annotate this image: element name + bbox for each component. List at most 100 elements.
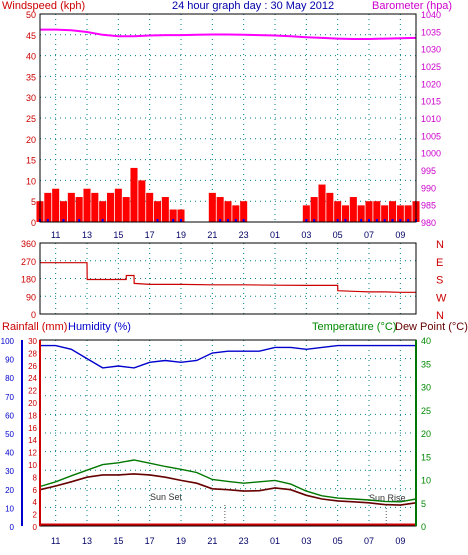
humidity-axis-tick-label: 100 — [1, 337, 15, 346]
wind-axis-tick-label: 15 — [26, 156, 36, 166]
wind-speed-bar — [234, 219, 237, 222]
gust-bar — [169, 209, 177, 222]
gust-bar — [146, 192, 154, 222]
gust-bar — [373, 201, 381, 222]
dewpoint-line — [39, 473, 417, 506]
wind-speed-bar — [313, 219, 316, 222]
gust-bar — [302, 205, 310, 222]
temperature-axis-tick-label: 5 — [421, 499, 426, 509]
gust-bar — [52, 188, 60, 222]
temperature-axis-tick-label: 35 — [421, 359, 431, 369]
wind-speed-bar — [336, 219, 339, 222]
temperature-axis-tick-label: 0 — [421, 522, 426, 532]
gust-bar — [161, 197, 169, 222]
gust-bar — [44, 192, 52, 222]
wind-speed-bar — [242, 219, 245, 222]
time-tick-label: 03 — [301, 230, 311, 240]
gust-bar — [326, 192, 334, 222]
gust-bar — [381, 205, 389, 222]
humidity-label: Humidity (%) — [68, 321, 131, 333]
compass-tick-label: E — [436, 257, 443, 269]
sunset-label: Sun Set — [150, 492, 183, 502]
rain-axis-tick-label: 0 — [33, 523, 38, 532]
time-tick-label: 01 — [270, 536, 280, 546]
wind-speed-bar — [344, 219, 347, 222]
wind-axis-tick-label: 50 — [26, 10, 36, 20]
rain-axis-tick-label: 12 — [28, 449, 37, 458]
wind-speed-bar — [399, 219, 402, 222]
gust-bar — [208, 192, 216, 222]
humidity-axis-tick-label: 50 — [5, 430, 14, 439]
rain-axis-tick-label: 24 — [28, 374, 37, 383]
time-tick-label: 01 — [270, 230, 280, 240]
time-tick-label: 13 — [82, 230, 92, 240]
temperature-axis-tick-label: 30 — [421, 383, 431, 393]
barometer-axis-tick-label: 995 — [421, 166, 436, 176]
barometer-header-label: Barometer (hpa) — [372, 0, 452, 12]
wind-speed-bar — [375, 219, 378, 222]
gust-bar — [310, 197, 318, 222]
time-tick-label: 19 — [176, 536, 186, 546]
gust-bar — [240, 201, 248, 222]
rain-axis-tick-label: 4 — [33, 498, 38, 507]
wind-speed-bar — [156, 219, 159, 222]
temperature-axis-tick-label: 15 — [421, 452, 431, 462]
panel-frame — [39, 13, 417, 223]
wind-axis-tick-label: 30 — [26, 93, 36, 103]
direction-axis-tick-label: 180 — [21, 275, 36, 285]
wind-speed-bar — [383, 219, 386, 222]
barometer-axis-tick-label: 1005 — [421, 131, 441, 141]
gust-bar — [404, 205, 412, 222]
gust-bar — [138, 180, 146, 222]
gust-bar — [388, 201, 397, 222]
compass-tick-label: W — [436, 292, 447, 304]
time-tick-label: 17 — [145, 230, 155, 240]
time-tick-label: 17 — [145, 536, 155, 546]
temperature-axis-tick-label: 40 — [421, 336, 431, 346]
dewpoint-label: Dew Point (°C) — [395, 321, 468, 333]
wind-speed-bar — [46, 219, 49, 222]
gust-bar — [130, 167, 138, 222]
gust-bar — [83, 188, 91, 222]
wind-direction-line — [40, 262, 416, 293]
rain-axis-tick-label: 22 — [28, 387, 37, 396]
barometer-axis-tick-label: 980 — [421, 218, 436, 228]
wind-axis-tick-label: 40 — [26, 52, 36, 62]
gust-bar — [334, 201, 342, 222]
time-tick-label: 19 — [176, 230, 186, 240]
compass-tick-label: N — [436, 310, 444, 322]
rainfall-label: Rainfall (mm) — [2, 321, 67, 333]
panel-frame — [39, 339, 417, 527]
time-tick-label: 11 — [51, 536, 60, 546]
wind-speed-bar — [391, 219, 394, 222]
wind-axis-tick-label: 25 — [26, 114, 36, 124]
time-tick-label: 13 — [82, 536, 92, 546]
gust-bar — [122, 197, 130, 222]
wind-axis-tick-label: 0 — [31, 218, 36, 228]
direction-axis-tick-label: 360 — [21, 239, 36, 249]
humidity-axis-tick-label: 20 — [5, 486, 14, 495]
gust-bar — [216, 197, 224, 222]
gust-bar — [91, 192, 99, 222]
temperature-axis-tick-label: 20 — [421, 429, 431, 439]
gust-bar — [349, 197, 357, 222]
wind-speed-bar — [101, 219, 104, 222]
time-tick-label: 07 — [364, 536, 374, 546]
gust-bar — [75, 197, 83, 222]
barometer-axis-tick-label: 1040 — [421, 10, 441, 20]
rain-axis-tick-label: 18 — [28, 411, 37, 420]
wind-axis-tick-label: 20 — [26, 135, 36, 145]
gust-bar — [114, 188, 122, 222]
wind-speed-bar — [407, 219, 410, 222]
temperature-line — [39, 459, 417, 503]
rain-axis-tick-label: 28 — [28, 349, 37, 358]
direction-axis-tick-label: 90 — [26, 292, 36, 302]
rain-axis-tick-label: 20 — [28, 399, 37, 408]
rain-axis-tick-label: 16 — [28, 424, 37, 433]
time-tick-label: 11 — [51, 230, 60, 240]
panel-frame — [39, 242, 417, 315]
rain-axis-tick-label: 14 — [28, 436, 37, 445]
temperature-label: Temperature (°C) — [312, 321, 396, 333]
